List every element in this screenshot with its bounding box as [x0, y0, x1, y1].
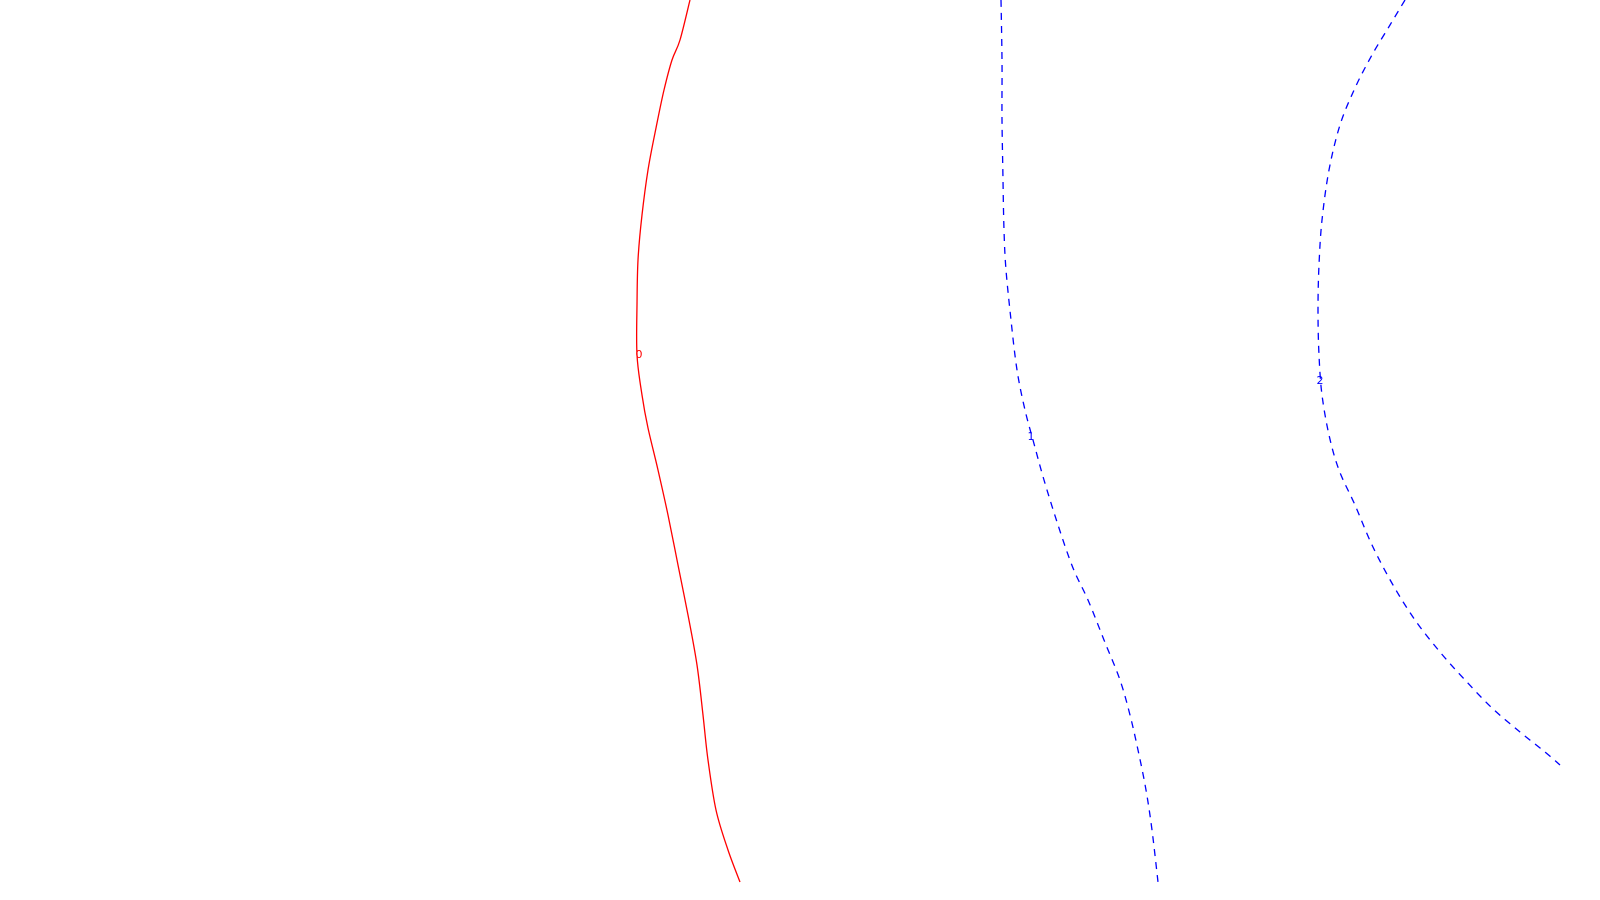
contour-label-level-1: 1	[1028, 430, 1035, 443]
contour-lines	[635, 0, 1561, 883]
contour-line-level-0	[635, 0, 741, 883]
contour-line-level-1	[1000, 0, 1159, 883]
contour-label-level-2: 2	[1317, 374, 1324, 387]
contour-labels: 0 1 2	[636, 348, 1324, 443]
contour-label-level-0: 0	[636, 348, 643, 361]
contour-line-level-2	[1317, 0, 1561, 766]
